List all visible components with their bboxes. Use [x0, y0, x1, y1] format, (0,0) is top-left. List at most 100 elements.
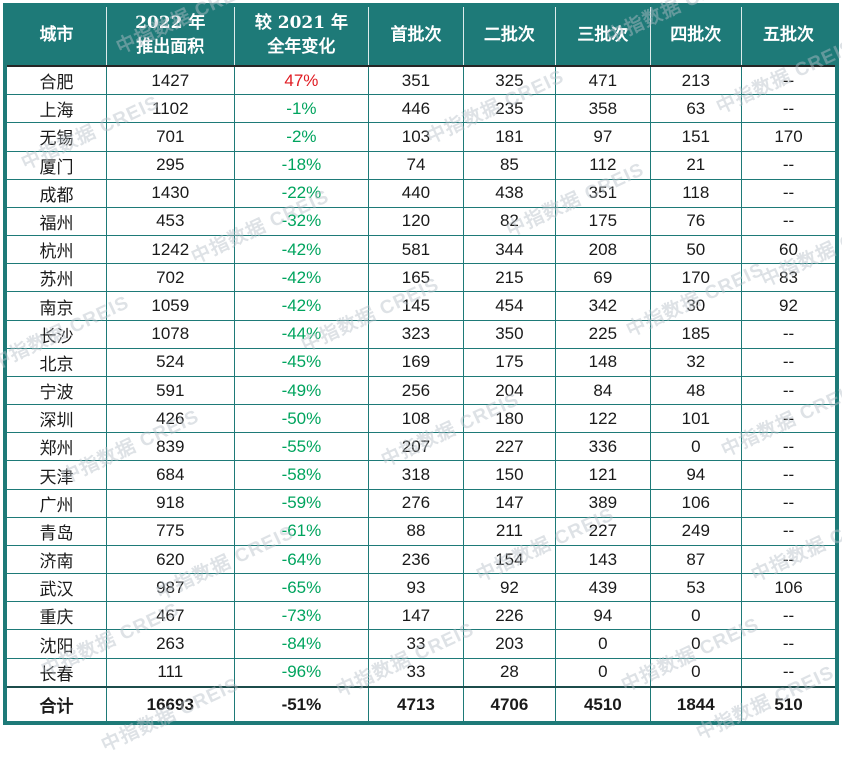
col-header-batch-5: 五批次 — [741, 5, 837, 67]
batch5-cell: 170 — [741, 122, 838, 152]
table-row: 合肥 1427 47% 351 325 471 213 -- — [4, 65, 838, 96]
batch2-cell: 181 — [462, 122, 557, 152]
batch1-cell: 276 — [368, 488, 464, 518]
batch1-cell: 581 — [368, 235, 464, 265]
change-cell: -50% — [233, 404, 370, 434]
change-cell: -45% — [233, 347, 370, 377]
batch1-cell: 103 — [368, 122, 464, 152]
batch1-cell: 108 — [368, 404, 464, 434]
batch4-cell: 21 — [649, 150, 743, 180]
batch2-cell: 150 — [462, 460, 557, 490]
batch1-cell: 169 — [368, 347, 464, 377]
area-cell: 701 — [105, 122, 235, 152]
area-cell: 591 — [105, 375, 235, 406]
batch3-cell: 175 — [555, 206, 651, 237]
batch2-cell: 28 — [462, 657, 557, 688]
city-cell: 青岛 — [4, 516, 107, 546]
batch4-cell: 213 — [649, 65, 743, 96]
batch3-cell: 84 — [555, 375, 651, 406]
table-row: 苏州 702 -42% 165 215 69 170 83 — [4, 263, 838, 293]
header-row: 城市 2022 年 推出面积 较 2021 年 全年变化 首批次 二批次 三批次… — [5, 5, 837, 67]
table-row: 南京 1059 -42% 145 454 342 30 92 — [4, 291, 838, 321]
city-cell: 长春 — [4, 657, 107, 688]
batch5-cell: -- — [741, 347, 838, 377]
area-cell: 524 — [105, 347, 235, 377]
table-row: 福州 453 -32% 120 82 175 76 -- — [4, 206, 838, 237]
batch5-cell: -- — [741, 432, 838, 462]
batch3-cell: 342 — [555, 291, 651, 321]
city-cell: 上海 — [4, 94, 107, 124]
batch2-cell: 211 — [462, 516, 557, 546]
area-cell: 1059 — [105, 291, 235, 321]
batch2-cell: 227 — [462, 432, 557, 462]
col-header-2022-area: 2022 年 推出面积 — [105, 5, 235, 67]
batch3-cell: 389 — [555, 488, 651, 518]
batch2-cell: 180 — [462, 404, 557, 434]
batch2-cell: 325 — [462, 65, 557, 96]
city-cell: 长沙 — [4, 319, 107, 349]
batch3-cell: 69 — [555, 263, 651, 293]
area-cell: 295 — [105, 150, 235, 180]
batch4-cell: 1844 — [649, 686, 743, 724]
total-row: 合计 16693 -51% 4713 4706 4510 1844 510 — [4, 686, 838, 724]
city-cell: 宁波 — [4, 375, 107, 406]
col-header-batch-3: 三批次 — [555, 5, 651, 67]
change-cell: 47% — [233, 65, 370, 96]
batch2-cell: 85 — [462, 150, 557, 180]
batch5-cell: 92 — [741, 291, 838, 321]
change-cell: -42% — [233, 291, 370, 321]
city-cell: 沈阳 — [4, 629, 107, 659]
area-cell: 684 — [105, 460, 235, 490]
batch1-cell: 74 — [368, 150, 464, 180]
table-row: 重庆 467 -73% 147 226 94 0 -- — [4, 601, 838, 631]
area-cell: 1078 — [105, 319, 235, 349]
col-header-batch-4: 四批次 — [649, 5, 742, 67]
batch3-cell: 227 — [555, 516, 651, 546]
area-cell: 775 — [105, 516, 235, 546]
city-cell: 重庆 — [4, 601, 107, 631]
batch2-cell: 454 — [462, 291, 557, 321]
batch2-cell: 147 — [462, 488, 557, 518]
city-cell: 济南 — [4, 544, 107, 575]
city-cell: 武汉 — [4, 573, 107, 603]
col-header-yoy-change: 较 2021 年 全年变化 — [233, 5, 369, 67]
batch2-cell: 204 — [462, 375, 557, 406]
batch5-cell: 510 — [741, 686, 838, 724]
change-cell: -22% — [233, 178, 370, 208]
batch5-cell: -- — [741, 488, 838, 518]
batch3-cell: 97 — [555, 122, 651, 152]
table-row: 无锡 701 -2% 103 181 97 151 170 — [4, 122, 838, 152]
batch2-cell: 4706 — [462, 686, 557, 724]
change-cell: -2% — [233, 122, 370, 152]
batch4-cell: 0 — [649, 601, 743, 631]
batch1-cell: 33 — [368, 629, 464, 659]
batch3-cell: 471 — [555, 65, 651, 96]
area-cell: 263 — [105, 629, 235, 659]
area-cell: 1427 — [105, 65, 235, 96]
batch1-cell: 440 — [368, 178, 464, 208]
batch2-cell: 154 — [462, 544, 557, 575]
batch5-cell: -- — [741, 404, 838, 434]
table-row: 长沙 1078 -44% 323 350 225 185 -- — [4, 319, 838, 349]
batch5-cell: -- — [741, 375, 838, 406]
area-cell: 987 — [105, 573, 235, 603]
table-row: 成都 1430 -22% 440 438 351 118 -- — [4, 178, 838, 208]
batch1-cell: 446 — [368, 94, 464, 124]
area-cell: 1242 — [105, 235, 235, 265]
batch3-cell: 122 — [555, 404, 651, 434]
batch5-cell: -- — [741, 319, 838, 349]
batch5-cell: -- — [741, 65, 838, 96]
batch3-cell: 94 — [555, 601, 651, 631]
area-cell: 620 — [105, 544, 235, 575]
change-cell: -42% — [233, 235, 370, 265]
land-supply-table: 城市 2022 年 推出面积 较 2021 年 全年变化 首批次 二批次 三批次… — [3, 3, 839, 725]
table-row: 厦门 295 -18% 74 85 112 21 -- — [4, 150, 838, 180]
change-cell: -84% — [233, 629, 370, 659]
batch2-cell: 235 — [462, 94, 557, 124]
area-cell: 426 — [105, 404, 235, 434]
batch3-cell: 121 — [555, 460, 651, 490]
city-cell: 合计 — [4, 686, 107, 724]
batch4-cell: 63 — [649, 94, 743, 124]
batch2-cell: 203 — [462, 629, 557, 659]
table-row: 广州 918 -59% 276 147 389 106 -- — [4, 488, 838, 518]
